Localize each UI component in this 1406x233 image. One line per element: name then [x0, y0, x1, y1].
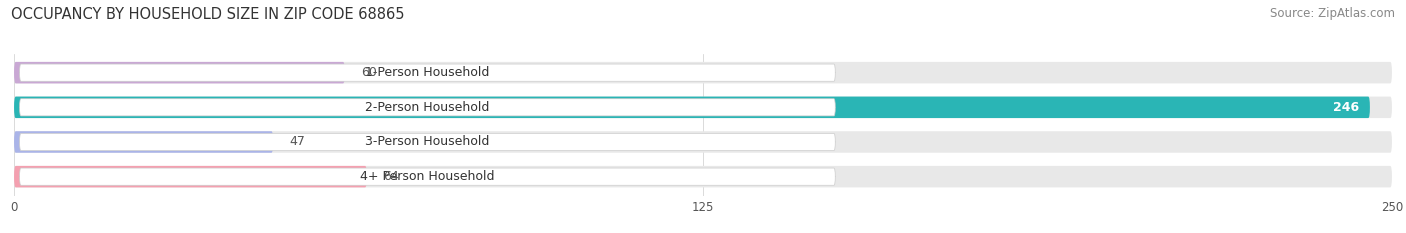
FancyBboxPatch shape	[14, 96, 1392, 118]
FancyBboxPatch shape	[14, 166, 1392, 187]
Text: 60: 60	[361, 66, 377, 79]
FancyBboxPatch shape	[14, 62, 344, 83]
FancyBboxPatch shape	[14, 166, 367, 187]
Text: 3-Person Household: 3-Person Household	[366, 135, 489, 148]
Text: 4+ Person Household: 4+ Person Household	[360, 170, 495, 183]
Text: OCCUPANCY BY HOUSEHOLD SIZE IN ZIP CODE 68865: OCCUPANCY BY HOUSEHOLD SIZE IN ZIP CODE …	[11, 7, 405, 22]
Text: 47: 47	[290, 135, 305, 148]
Text: 2-Person Household: 2-Person Household	[366, 101, 489, 114]
FancyBboxPatch shape	[14, 96, 1369, 118]
FancyBboxPatch shape	[20, 64, 835, 81]
FancyBboxPatch shape	[20, 99, 835, 116]
FancyBboxPatch shape	[14, 131, 1392, 153]
Text: 64: 64	[384, 170, 399, 183]
Text: Source: ZipAtlas.com: Source: ZipAtlas.com	[1270, 7, 1395, 20]
Text: 246: 246	[1333, 101, 1358, 114]
FancyBboxPatch shape	[20, 133, 835, 151]
FancyBboxPatch shape	[14, 131, 273, 153]
FancyBboxPatch shape	[14, 62, 1392, 83]
Text: 1-Person Household: 1-Person Household	[366, 66, 489, 79]
FancyBboxPatch shape	[20, 168, 835, 185]
